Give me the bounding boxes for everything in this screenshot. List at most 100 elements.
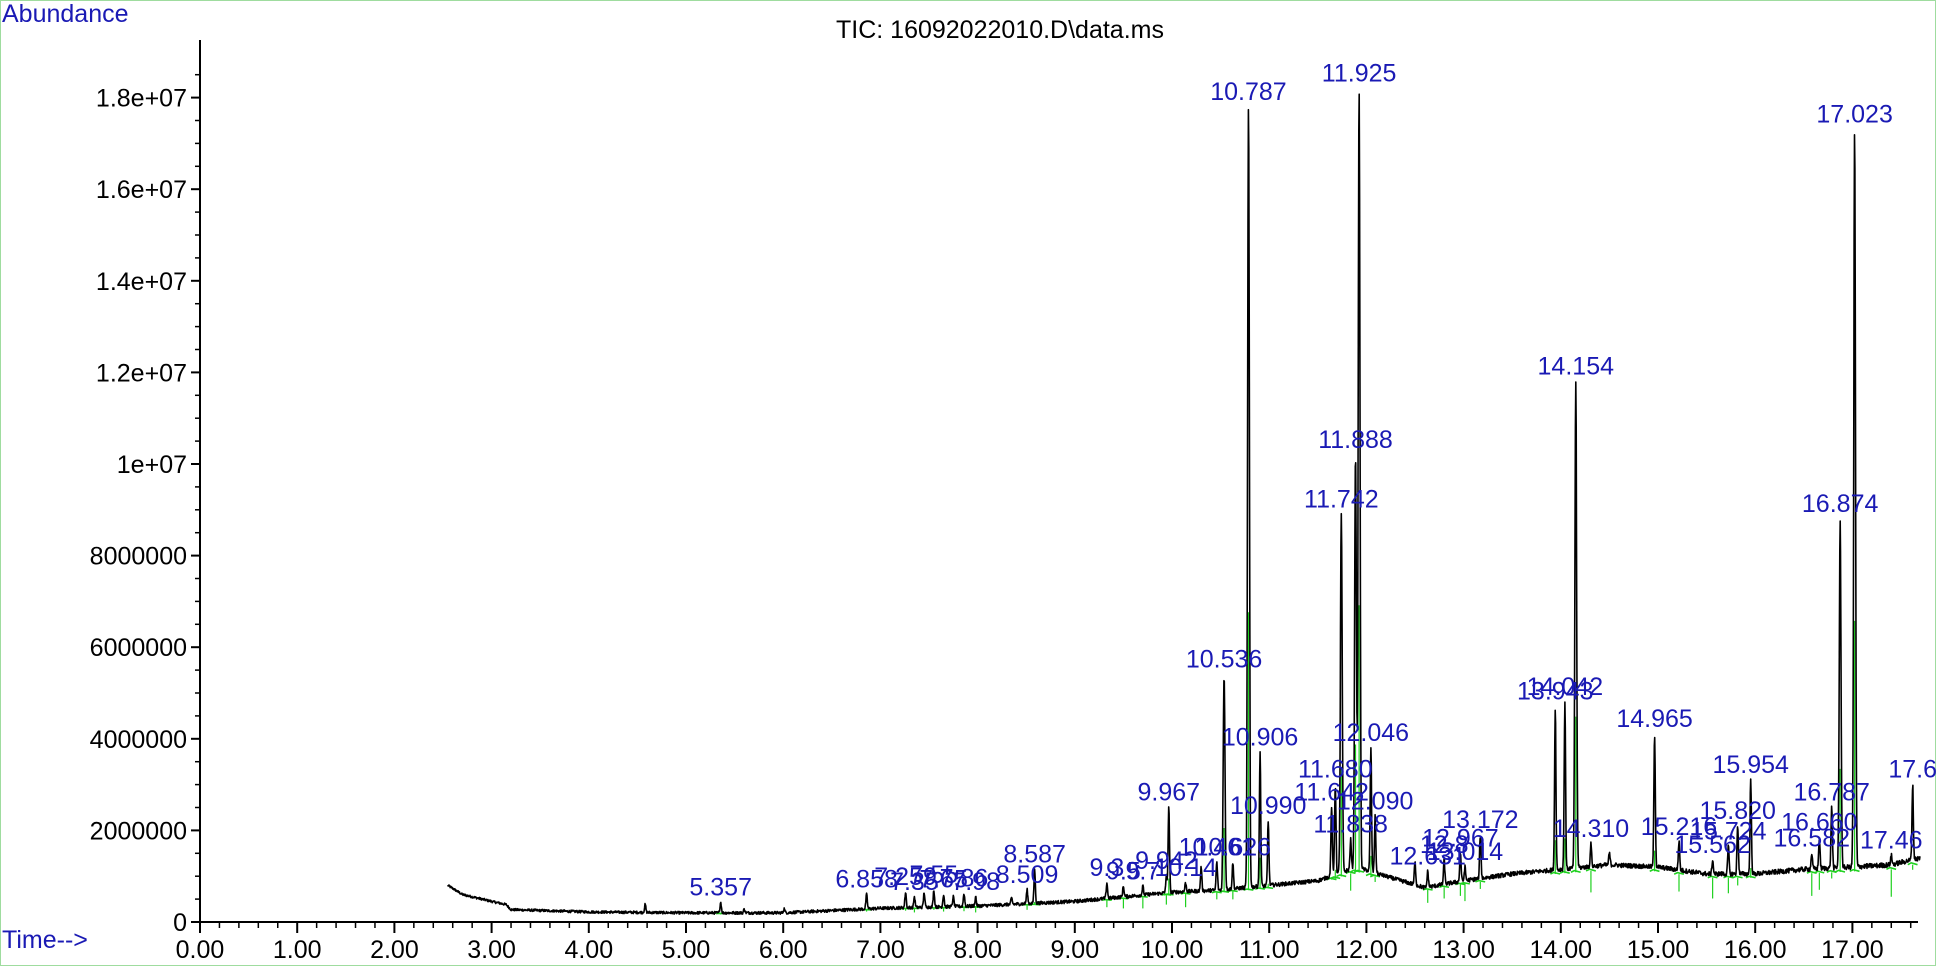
x-axis-label: Time--> xyxy=(2,926,88,954)
x-tick-label: 10.00 xyxy=(1141,936,1204,964)
peak-label: 17.46 xyxy=(1860,827,1923,855)
peak-label: 15.216 xyxy=(1641,813,1717,841)
integration-line xyxy=(1559,870,1570,874)
peak-label: 7.55 xyxy=(910,861,959,889)
integration-line xyxy=(1219,890,1230,893)
integration-line xyxy=(1439,885,1450,889)
integration-line xyxy=(1649,868,1660,873)
peak-label: 10.990 xyxy=(1230,792,1306,820)
peak-label: 17.023 xyxy=(1816,101,1892,129)
peak-label: 15.724 xyxy=(1690,817,1767,845)
integration-line xyxy=(1707,875,1718,879)
integration-line xyxy=(1723,875,1734,879)
peak-label: 7.86 xyxy=(940,865,989,893)
peak-label: 11.888 xyxy=(1318,426,1393,454)
peak-label: 8.587 xyxy=(1003,840,1066,868)
integration-line xyxy=(1353,869,1365,873)
integration-line xyxy=(1732,875,1743,879)
peak-label: 14.042 xyxy=(1527,673,1603,701)
x-tick-label: 14.00 xyxy=(1530,936,1593,964)
y-tick-label: 1.8e+07 xyxy=(96,85,187,113)
x-tick-label: 4.00 xyxy=(564,936,613,964)
axes: 0 2000000 4000000 6000000 8000000 1e+07 1.2e+0… xyxy=(90,40,1918,964)
peak-label: 15.820 xyxy=(1699,797,1775,825)
y-tick-label: 6000000 xyxy=(90,634,187,662)
y-tick-label: 1.2e+07 xyxy=(96,359,187,387)
peak-label: 8.509 xyxy=(996,861,1059,889)
peak-label: 16.787 xyxy=(1793,779,1869,807)
peak-label: 10.906 xyxy=(1222,724,1298,752)
integration-line xyxy=(1330,876,1341,880)
y-tick-label: 8000000 xyxy=(90,543,187,571)
peak-label: 12.8 xyxy=(1420,831,1469,859)
y-tick-label: 2000000 xyxy=(90,817,187,845)
integration-line xyxy=(1475,879,1486,883)
peak-label: 16.582 xyxy=(1774,824,1850,852)
y-axis-label: Abundance xyxy=(2,0,129,28)
peak-label: 5.357 xyxy=(689,873,752,901)
y-tick-label: 4000000 xyxy=(90,726,187,754)
x-tick-label: 11.00 xyxy=(1239,936,1300,964)
x-tick-label: 3.00 xyxy=(467,936,516,964)
peak-label: 9.7 xyxy=(1125,857,1160,885)
peak-label: 11.925 xyxy=(1322,59,1397,87)
integration-line xyxy=(1834,869,1846,873)
peak-label: 10.14 xyxy=(1154,854,1217,882)
integration-line xyxy=(1550,871,1561,875)
tic-trace-line xyxy=(447,93,1921,916)
x-tick-label: 5.00 xyxy=(662,936,711,964)
integration-line xyxy=(1814,870,1825,874)
x-tick-label: 1.00 xyxy=(273,936,322,964)
peak-label: 7.65 xyxy=(919,866,968,894)
x-tick-label: 15.00 xyxy=(1627,936,1690,964)
tic-trace xyxy=(447,93,1921,916)
peak-label: 15.954 xyxy=(1712,751,1789,779)
integration-line xyxy=(1673,871,1685,875)
y-tick-label: 0 xyxy=(173,909,187,937)
x-tick-label: 13.00 xyxy=(1432,936,1495,964)
peak-label: 7.98 xyxy=(951,868,1000,896)
peak-label: 14.965 xyxy=(1616,705,1692,733)
integration-line xyxy=(1585,868,1596,872)
peak-label: 16.660 xyxy=(1781,808,1857,836)
peak-label: 9.967 xyxy=(1138,779,1201,807)
integration-line xyxy=(1263,886,1274,890)
peak-label: 14.310 xyxy=(1553,815,1629,843)
x-tick-label: 12.00 xyxy=(1335,936,1398,964)
peak-label: 13.014 xyxy=(1427,838,1504,866)
integration-line xyxy=(1826,869,1837,874)
integration-line xyxy=(1745,875,1756,879)
peak-label: 10.461 xyxy=(1179,833,1255,861)
integration-line xyxy=(1459,881,1470,885)
peak-label: 11.680 xyxy=(1298,756,1373,784)
integration-line xyxy=(1369,874,1381,878)
peak-label: 7.35 xyxy=(890,868,939,896)
x-tick-label: 17.00 xyxy=(1821,936,1884,964)
peak-label: 11.838 xyxy=(1313,811,1388,839)
peak-label: 17.6 xyxy=(1888,756,1936,784)
peak-label: 12.090 xyxy=(1337,788,1413,816)
peak-label: 11.742 xyxy=(1304,485,1379,513)
chart-title: TIC: 16092022010.D\data.ms xyxy=(836,16,1164,44)
x-tick-label: 8.00 xyxy=(953,936,1002,964)
integration-line xyxy=(1101,898,1112,902)
y-tick-label: 1.4e+07 xyxy=(96,268,187,296)
integration-line xyxy=(1336,874,1347,878)
peak-label: 10.536 xyxy=(1186,646,1262,674)
peak-label: 10.787 xyxy=(1210,78,1286,106)
peak-label: 16.874 xyxy=(1802,490,1879,518)
x-tick-label: 6.00 xyxy=(759,936,808,964)
peak-labels: 5.357 6.8587.2597.357.557.657.867.988.509… xyxy=(689,59,1936,901)
y-tick-label: 1.6e+07 xyxy=(96,176,187,204)
peak-label: 9.942 xyxy=(1135,847,1198,875)
integration-line xyxy=(1570,869,1581,874)
peak-label: 6.858 xyxy=(835,866,898,894)
peak-label: 14.154 xyxy=(1538,353,1615,381)
x-tick-label: 7.00 xyxy=(856,936,905,964)
x-tick-label: 9.00 xyxy=(1050,936,1099,964)
integration-line xyxy=(1886,866,1897,871)
peak-label: 10.626 xyxy=(1195,833,1271,861)
peak-label: 7.259 xyxy=(874,863,937,891)
peak-label: 12.631 xyxy=(1389,843,1465,871)
